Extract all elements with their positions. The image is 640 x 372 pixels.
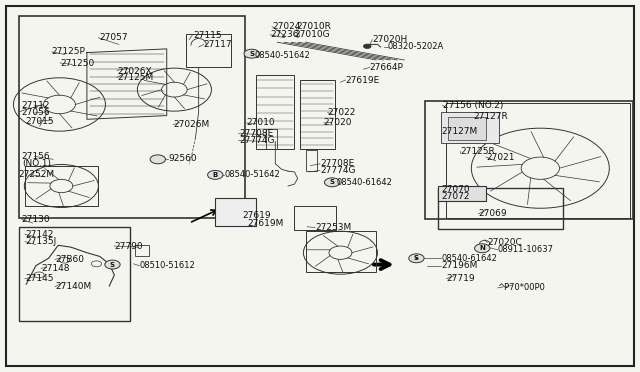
Text: 27117: 27117 bbox=[204, 40, 232, 49]
Text: 27148: 27148 bbox=[41, 264, 69, 273]
Bar bbox=[186, 34, 230, 67]
Circle shape bbox=[105, 260, 120, 269]
Text: 27774G: 27774G bbox=[239, 136, 275, 145]
Text: 08320-5202A: 08320-5202A bbox=[388, 42, 444, 51]
Bar bbox=[25, 166, 99, 206]
Text: 27619: 27619 bbox=[242, 211, 271, 220]
Bar bbox=[300, 80, 335, 149]
Circle shape bbox=[364, 44, 371, 48]
Text: 27253M: 27253M bbox=[315, 223, 351, 232]
Text: 27708E: 27708E bbox=[320, 159, 355, 168]
Text: 27708E: 27708E bbox=[239, 129, 273, 138]
Bar bbox=[442, 112, 499, 143]
Text: 08911-10637: 08911-10637 bbox=[497, 245, 554, 254]
Text: 08540-61642: 08540-61642 bbox=[442, 254, 497, 263]
Text: 27021: 27021 bbox=[486, 153, 515, 161]
Text: 27127R: 27127R bbox=[473, 112, 508, 121]
Text: 08510-51612: 08510-51612 bbox=[140, 261, 195, 270]
Text: 27010R: 27010R bbox=[296, 22, 332, 31]
Text: 27024: 27024 bbox=[272, 22, 300, 31]
Text: 27719: 27719 bbox=[447, 274, 475, 283]
Text: 27070: 27070 bbox=[442, 185, 470, 194]
Text: 92560: 92560 bbox=[168, 154, 196, 163]
Text: S: S bbox=[414, 255, 419, 261]
Bar bbox=[266, 129, 277, 149]
Circle shape bbox=[207, 170, 223, 179]
Text: 27196M: 27196M bbox=[442, 261, 477, 270]
Text: 27125P: 27125P bbox=[52, 47, 86, 56]
Text: 08540-51642: 08540-51642 bbox=[224, 170, 280, 179]
Text: 27619E: 27619E bbox=[346, 76, 380, 84]
Text: 27127M: 27127M bbox=[442, 126, 477, 136]
Text: 27010: 27010 bbox=[246, 119, 275, 128]
Text: 27156 (NO.2): 27156 (NO.2) bbox=[443, 101, 503, 110]
Circle shape bbox=[150, 155, 166, 164]
Text: 27015: 27015 bbox=[25, 117, 54, 126]
Text: (NO.1): (NO.1) bbox=[22, 159, 51, 168]
Text: 27619M: 27619M bbox=[248, 219, 284, 228]
Text: 27B60: 27B60 bbox=[55, 255, 84, 264]
Text: B: B bbox=[212, 172, 218, 178]
Text: 27145: 27145 bbox=[25, 274, 54, 283]
Text: 27112: 27112 bbox=[22, 101, 51, 110]
Text: N: N bbox=[479, 245, 485, 251]
Text: 27130: 27130 bbox=[22, 215, 51, 224]
Text: S: S bbox=[330, 179, 335, 185]
Text: 27010G: 27010G bbox=[294, 30, 330, 39]
Text: S: S bbox=[249, 51, 254, 57]
Bar bbox=[214, 198, 256, 226]
Text: 27135J: 27135J bbox=[25, 237, 56, 246]
Text: 27790: 27790 bbox=[115, 241, 143, 250]
Text: 27069: 27069 bbox=[478, 209, 507, 218]
Text: 27125M: 27125M bbox=[117, 73, 153, 82]
Bar bbox=[438, 186, 486, 201]
Text: 27057: 27057 bbox=[100, 33, 128, 42]
Text: 27142: 27142 bbox=[25, 230, 53, 239]
Bar bbox=[426, 101, 633, 219]
Text: 27056: 27056 bbox=[22, 109, 51, 118]
Bar bbox=[306, 231, 376, 272]
Circle shape bbox=[474, 244, 490, 253]
Text: 08540-51642: 08540-51642 bbox=[255, 51, 310, 60]
Bar bbox=[135, 245, 149, 256]
Circle shape bbox=[324, 178, 340, 187]
Text: 27125R: 27125R bbox=[461, 147, 495, 155]
Text: 27252M: 27252M bbox=[19, 170, 54, 179]
Bar bbox=[448, 118, 486, 140]
Text: 27236: 27236 bbox=[270, 30, 299, 39]
Circle shape bbox=[409, 254, 424, 263]
Circle shape bbox=[416, 258, 417, 259]
Bar bbox=[294, 206, 336, 231]
Text: 27022: 27022 bbox=[328, 108, 356, 117]
Text: 271250: 271250 bbox=[60, 59, 94, 68]
Bar bbox=[19, 16, 245, 218]
Text: 27020C: 27020C bbox=[487, 238, 522, 247]
Circle shape bbox=[244, 49, 259, 58]
Bar bbox=[447, 103, 630, 218]
Text: 27020: 27020 bbox=[324, 119, 353, 128]
Text: 27115: 27115 bbox=[193, 31, 222, 40]
Bar bbox=[306, 150, 317, 171]
Text: 27026X: 27026X bbox=[117, 67, 152, 76]
Text: 27664P: 27664P bbox=[370, 63, 404, 72]
Text: S: S bbox=[110, 262, 115, 267]
Bar bbox=[256, 75, 294, 149]
Bar bbox=[19, 227, 131, 321]
Text: 27020H: 27020H bbox=[372, 35, 408, 44]
Text: 27156: 27156 bbox=[22, 152, 51, 161]
Text: 27072: 27072 bbox=[442, 192, 470, 201]
Bar bbox=[438, 188, 563, 229]
Text: 27140M: 27140M bbox=[55, 282, 92, 291]
Text: 27774G: 27774G bbox=[320, 166, 355, 175]
Text: 08540-61642: 08540-61642 bbox=[337, 178, 392, 187]
Text: 27026M: 27026M bbox=[173, 121, 209, 129]
Text: ^P70*00P0: ^P70*00P0 bbox=[497, 283, 545, 292]
